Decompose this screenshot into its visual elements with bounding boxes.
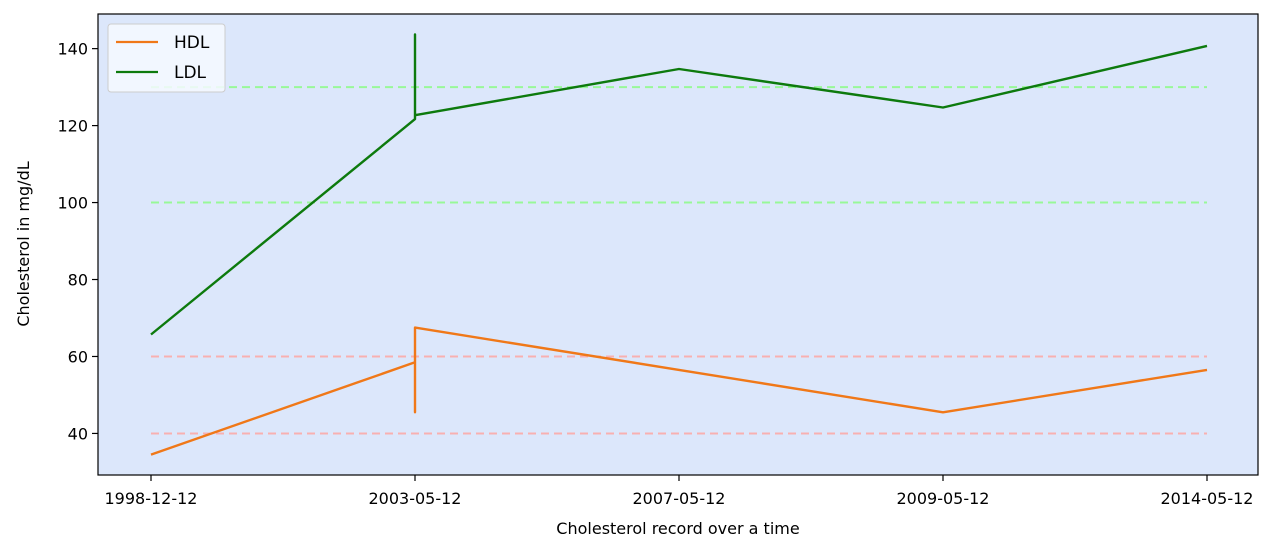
x-tick-label: 2007-05-12: [633, 489, 726, 508]
x-tick-label: 2003-05-12: [369, 489, 462, 508]
plot-background: [98, 14, 1258, 475]
y-axis: 40 60 80 100 120 140: [57, 40, 98, 443]
plot-frame: [97, 13, 1259, 476]
y-tick-label: 100: [57, 194, 88, 213]
legend-ldl-label: LDL: [174, 63, 207, 83]
y-tick-label: 80: [68, 271, 88, 290]
series-line-ldl: [150, 33, 1208, 336]
x-axis: 1998-12-12 2003-05-12 2007-05-12 2009-05-12…: [105, 475, 1254, 508]
series-line-hdl: [150, 326, 1208, 456]
y-tick-label: 40: [68, 424, 88, 443]
x-tick-label: 2014-05-12: [1161, 489, 1254, 508]
x-tick-label: 1998-12-12: [105, 489, 198, 508]
reference-lines: [151, 86, 1207, 435]
x-axis-title: Cholesterol record over a time: [556, 519, 799, 538]
legend-hdl-label: HDL: [174, 33, 210, 53]
series-lines: [150, 33, 1208, 456]
y-axis-title: Cholesterol in mg/dL: [14, 161, 33, 326]
x-tick-label: 2009-05-12: [897, 489, 990, 508]
legend: HDL LDL: [107, 23, 226, 93]
y-tick-label: 60: [68, 347, 88, 366]
y-tick-label: 120: [57, 117, 88, 136]
y-tick-label: 140: [57, 40, 88, 59]
